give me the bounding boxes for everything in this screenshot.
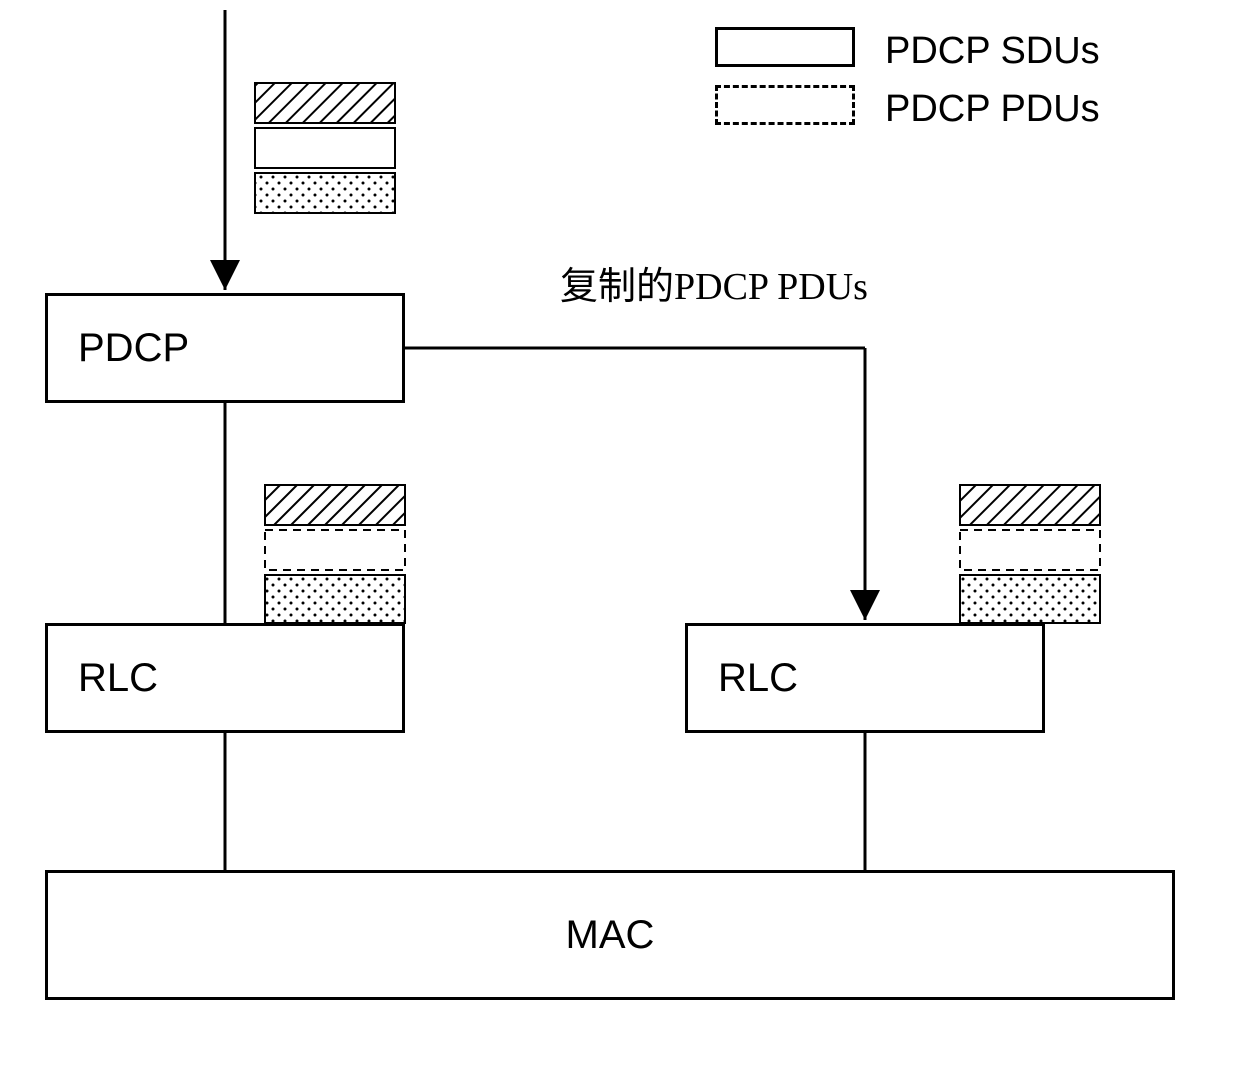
rlc-left-box: RLC xyxy=(45,623,405,733)
left-stack-white xyxy=(265,530,405,570)
mac-box: MAC xyxy=(45,870,1175,1000)
top-stack-white xyxy=(255,128,395,168)
legend-pdu-box xyxy=(715,85,855,125)
top-stack-hatched xyxy=(255,83,395,123)
mac-label: MAC xyxy=(566,913,655,958)
top-stack-dotted xyxy=(255,173,395,213)
diagram-container: PDCP RLC RLC MAC PDCP SDUs PDCP PDUs 复制的… xyxy=(0,0,1240,1071)
right-stack-hatched xyxy=(960,485,1100,525)
left-stack-dotted xyxy=(265,575,405,623)
legend-pdu-text: PDCP PDUs xyxy=(885,88,1100,131)
pdcp-label: PDCP xyxy=(78,326,189,371)
right-stack-dotted xyxy=(960,575,1100,623)
legend-sdu-text: PDCP SDUs xyxy=(885,30,1100,73)
rlc-left-label: RLC xyxy=(78,656,158,701)
rlc-right-label: RLC xyxy=(718,656,798,701)
left-stack-hatched xyxy=(265,485,405,525)
duplicated-pdus-annotation: 复制的PDCP PDUs xyxy=(560,255,868,310)
rlc-right-box: RLC xyxy=(685,623,1045,733)
legend-sdu-box xyxy=(715,27,855,67)
pdcp-box: PDCP xyxy=(45,293,405,403)
right-stack-white xyxy=(960,530,1100,570)
